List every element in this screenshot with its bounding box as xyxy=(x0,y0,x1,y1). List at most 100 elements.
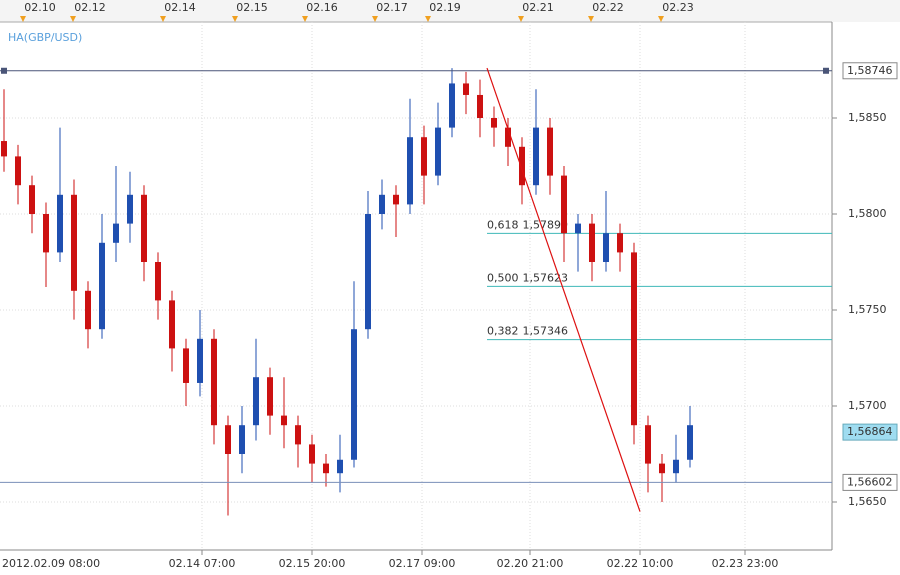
y-tick-label: 1,5700 xyxy=(848,399,887,412)
candle-body xyxy=(29,185,35,214)
date-marker-label: 02.23 xyxy=(662,1,694,14)
candle-body xyxy=(533,127,539,186)
candle-body xyxy=(183,348,189,383)
candle-body xyxy=(575,223,581,234)
candle-body xyxy=(617,233,623,253)
date-marker-label: 02.10 xyxy=(24,1,56,14)
fib-label: 0,382 1,57346 xyxy=(487,325,568,338)
candle-body xyxy=(225,425,231,454)
candle-body xyxy=(477,94,483,118)
x-tick-label: 02.23 23:00 xyxy=(712,557,779,570)
date-marker-label: 02.21 xyxy=(522,1,554,14)
candle-body xyxy=(379,194,385,214)
level-label: 1,56602 xyxy=(847,475,893,488)
candle-body xyxy=(1,141,7,157)
x-tick-label: 2012.02.09 08:00 xyxy=(2,557,100,570)
date-marker-label: 02.14 xyxy=(164,1,196,14)
candle-body xyxy=(463,83,469,95)
candle-body xyxy=(337,459,343,474)
fib-label: 0,500 1,57623 xyxy=(487,271,568,284)
candle-body xyxy=(673,459,679,474)
candle-body xyxy=(253,377,259,426)
current-price-label: 1,56864 xyxy=(847,425,893,438)
date-marker-label: 02.12 xyxy=(74,1,106,14)
candle-body xyxy=(71,194,77,291)
x-tick-label: 02.14 07:00 xyxy=(169,557,236,570)
date-marker xyxy=(232,16,238,22)
level-handle xyxy=(1,67,7,74)
candle-body xyxy=(449,83,455,128)
candle-body xyxy=(43,214,49,253)
fib-ratio: 0,618 xyxy=(487,218,519,231)
x-tick-label: 02.20 21:00 xyxy=(497,557,564,570)
candle-body xyxy=(421,137,427,176)
candle-body xyxy=(505,127,511,147)
date-marker xyxy=(372,16,378,22)
candle-body xyxy=(57,194,63,253)
y-tick-label: 1,5650 xyxy=(848,495,887,508)
candle-body xyxy=(491,118,497,128)
date-marker-label: 02.19 xyxy=(429,1,461,14)
candle-body xyxy=(435,127,441,176)
candle-body xyxy=(323,463,329,474)
x-tick-label: 02.17 09:00 xyxy=(389,557,456,570)
candle-body xyxy=(561,175,567,234)
fib-label: 0,618 1,57899 xyxy=(487,218,568,231)
top-axis-strip xyxy=(0,0,900,22)
fib-trend-line xyxy=(486,67,641,512)
date-marker xyxy=(302,16,308,22)
x-tick-label: 02.22 10:00 xyxy=(607,557,674,570)
x-tick-label: 02.15 20:00 xyxy=(279,557,346,570)
current-price-box xyxy=(842,423,898,441)
candle-body xyxy=(603,233,609,262)
fib-price: 1,57899 xyxy=(523,218,569,231)
candle-body xyxy=(267,377,273,416)
date-marker xyxy=(70,16,76,22)
y-tick-label: 1,5850 xyxy=(848,111,887,124)
candle-body xyxy=(407,137,413,205)
candle-body xyxy=(99,242,105,330)
level-label-box xyxy=(842,62,898,80)
candle-body xyxy=(519,146,525,186)
candle-body xyxy=(15,156,21,186)
date-marker xyxy=(518,16,524,22)
date-marker-label: 02.15 xyxy=(236,1,268,14)
candle-body xyxy=(351,329,357,460)
level-label: 1,58746 xyxy=(847,64,893,77)
date-marker xyxy=(588,16,594,22)
candle-body xyxy=(645,425,651,464)
candle-body xyxy=(127,194,133,224)
candle-body xyxy=(309,444,315,464)
candle-body xyxy=(113,223,119,243)
date-marker xyxy=(20,16,26,22)
candle-body xyxy=(197,338,203,383)
y-tick-label: 1,5800 xyxy=(848,207,887,220)
candle-body xyxy=(155,262,161,301)
fib-price: 1,57623 xyxy=(523,271,569,284)
level-label-box xyxy=(842,473,898,491)
candle-body xyxy=(211,338,217,426)
candle-body xyxy=(589,223,595,262)
candle-body xyxy=(85,290,91,330)
candle-body xyxy=(141,194,147,262)
fib-price: 1,57346 xyxy=(523,325,569,338)
candle-body xyxy=(547,127,553,176)
candle-body xyxy=(295,425,301,445)
candle-body xyxy=(365,214,371,330)
date-marker-label: 02.16 xyxy=(306,1,338,14)
date-marker xyxy=(425,16,431,22)
date-marker xyxy=(658,16,664,22)
candle-body xyxy=(169,300,175,349)
fib-ratio: 0,500 xyxy=(487,271,519,284)
candle-body xyxy=(631,252,637,426)
date-marker-label: 02.22 xyxy=(592,1,624,14)
candle-body xyxy=(659,463,665,474)
fib-ratio: 0,382 xyxy=(487,325,519,338)
level-handle xyxy=(823,67,829,74)
candle-body xyxy=(239,425,245,454)
candle-body xyxy=(687,425,693,460)
date-marker-label: 02.17 xyxy=(376,1,408,14)
y-tick-label: 1,5750 xyxy=(848,303,887,316)
candle-body xyxy=(281,415,287,426)
